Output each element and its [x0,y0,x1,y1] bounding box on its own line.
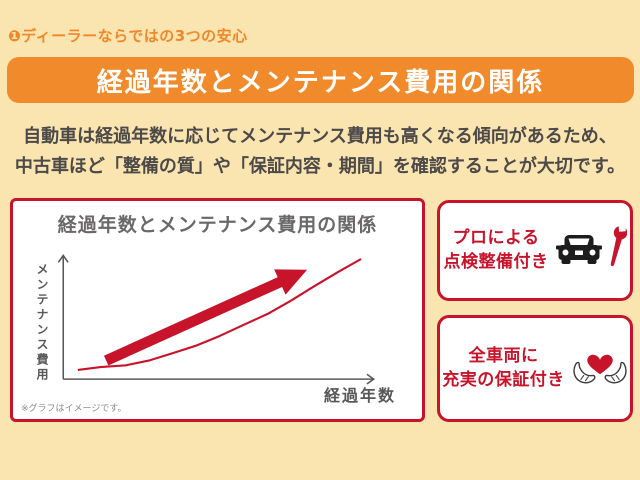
inspection-icons [555,224,627,277]
inspection-text-line-1: プロによる [452,227,540,248]
chart-disclaimer-note: ※グラフはイメージです。 [21,404,127,414]
description-line-1: 自動車は経過年数に応じてメンテナンス費用も高くなる傾向があるため、 [23,126,617,147]
chart-x-axis-label: 経過年数 [323,386,396,405]
warranty-feature-card: 全車両に 充実の保証付き [437,315,633,422]
y-axis-arrowhead-icon [57,254,69,263]
maintenance-cost-chart [57,254,376,385]
section-heading: ❶ディーラーならではの3つの安心 [8,27,248,45]
warranty-text-line-2: 充実の保証付き [442,369,565,390]
chart-y-axis-label: メンテナンス費用 [35,263,49,383]
warranty-card-text: 全車両に 充実の保証付き [442,345,565,393]
inspection-card-text: プロによる 点検整備付き [444,227,549,275]
maintenance-cost-chart-card: 経過年数とメンテナンス費用の関係 メンテナンス費用 経過年数 ※グラフはイメージ… [10,198,425,422]
heart-in-hands-icon [573,354,627,384]
banner-title: 経過年数とメンテナンス費用の関係 [96,67,545,98]
x-axis-arrowhead-icon [366,373,376,385]
description-line-2: 中古車ほど「整備の質」や「保証内容・期間」を確認することが大切です。 [14,156,626,177]
inspection-feature-card: プロによる 点検整備付き [437,200,633,301]
chart-title: 経過年数とメンテナンス費用の関係 [57,214,378,236]
cost-curve [77,258,362,372]
trend-arrow-icon [103,269,308,366]
warranty-text-line-1: 全車両に [468,345,539,366]
car-icon [555,235,602,264]
wrench-icon [610,224,627,266]
banner: 経過年数とメンテナンス費用の関係 [7,57,634,103]
inspection-text-line-2: 点検整備付き [443,251,549,272]
description-text: 自動車は経過年数に応じてメンテナンス費用も高くなる傾向があるため、 中古車ほど「… [0,122,640,182]
